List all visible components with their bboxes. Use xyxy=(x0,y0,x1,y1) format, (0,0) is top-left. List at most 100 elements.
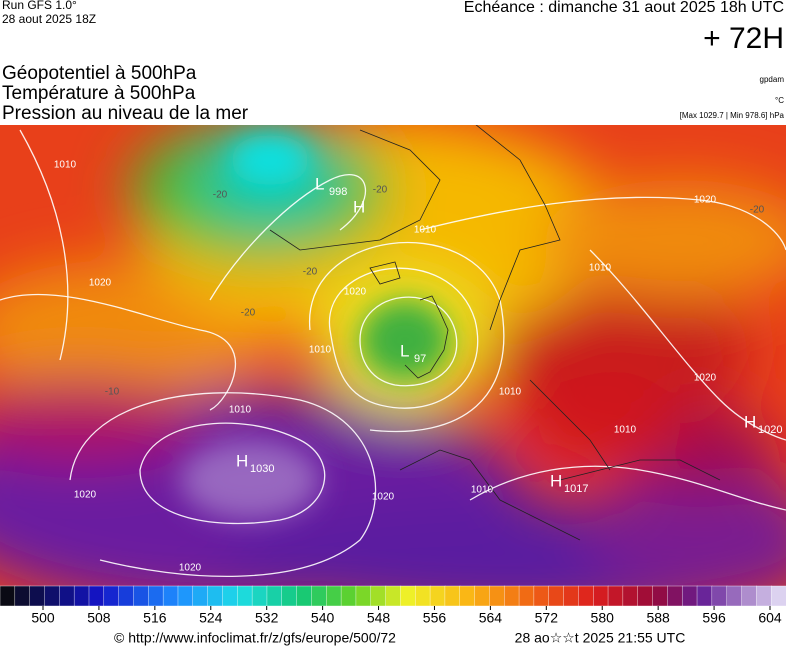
colorbar-swatch xyxy=(162,585,179,607)
colorbar-swatch xyxy=(607,585,624,607)
layer-title: Pression au niveau de la mer xyxy=(2,103,249,124)
colorbar-tick-label: 540 xyxy=(311,610,335,626)
isobar xyxy=(589,249,786,441)
colorbar-swatch xyxy=(681,585,698,607)
colorbar-tick-label: 588 xyxy=(646,610,670,626)
layer-title: Température à 500hPa xyxy=(2,83,196,104)
colorbar-swatch xyxy=(0,585,16,607)
colorbar-tick-label: 508 xyxy=(87,610,111,626)
colorbar-swatch xyxy=(148,585,164,607)
colorbar-swatch xyxy=(237,585,253,607)
isobar-label: 1010 xyxy=(309,345,332,356)
colorbar-swatch xyxy=(518,585,535,607)
isobar xyxy=(309,241,505,433)
isobar-label: 1020 xyxy=(74,490,97,501)
colorbar-swatch xyxy=(118,585,135,607)
isobar-label: 1020 xyxy=(694,373,717,384)
colorbar-swatch xyxy=(326,585,342,607)
isobar xyxy=(139,422,326,525)
temp-label: -20 xyxy=(303,267,318,278)
colorbar-swatch xyxy=(429,585,446,607)
run-date: 28 aout 2025 18Z xyxy=(2,12,96,26)
center-value: 1017 xyxy=(564,483,588,495)
center-value: 1020 xyxy=(758,424,782,436)
isobar-label: 1010 xyxy=(54,160,77,171)
center-kind: H xyxy=(353,197,365,216)
colorbar-swatch xyxy=(355,585,372,607)
colorbar-swatch xyxy=(192,585,209,607)
colorbar-swatch xyxy=(726,585,743,607)
temp-label: -20 xyxy=(241,308,256,319)
colorbar-swatch xyxy=(711,585,728,607)
colorbar-swatch xyxy=(103,585,120,607)
temp-label: -20 xyxy=(373,185,388,196)
colorbar-swatch xyxy=(474,585,491,607)
layer-title: Géopotentiel à 500hPa xyxy=(2,63,197,84)
colorbar-swatch xyxy=(504,585,520,607)
colorbar-swatch xyxy=(296,585,313,607)
unit: [Max 1029.7 | Min 978.6] hPa xyxy=(680,111,785,120)
map xyxy=(0,125,786,586)
isobar xyxy=(209,174,367,301)
colorbar-swatch xyxy=(548,585,565,607)
unit: °C xyxy=(775,96,784,105)
colorbar-swatch xyxy=(266,585,283,607)
colorbar-tick-label: 572 xyxy=(535,610,559,626)
colorbar-swatch xyxy=(14,585,31,607)
coastline xyxy=(269,129,441,285)
isobar xyxy=(469,465,786,511)
coastline xyxy=(399,125,721,541)
colorbar-swatch xyxy=(88,585,105,607)
isobar xyxy=(359,296,458,387)
unit: gpdam xyxy=(760,75,785,84)
colorbar-swatch xyxy=(222,585,238,607)
colorbar-swatch xyxy=(251,585,268,607)
isobar xyxy=(69,392,377,578)
center-value: 998 xyxy=(329,186,347,198)
isobar-label: 1010 xyxy=(414,225,437,236)
colorbar-swatch xyxy=(59,585,75,607)
colorbar-swatch xyxy=(741,585,758,607)
colorbar-swatch xyxy=(563,585,580,607)
colorbar-swatch xyxy=(340,585,357,607)
isobar-label: 1010 xyxy=(589,263,612,274)
colorbar-swatch xyxy=(370,585,387,607)
colorbar-swatch xyxy=(44,585,61,607)
colorbar-tick-label: 500 xyxy=(31,610,55,626)
colorbar-swatch xyxy=(637,585,654,607)
isobar-label: 1020 xyxy=(694,195,717,206)
colorbar-swatch xyxy=(756,585,772,607)
temp-label: -20 xyxy=(750,205,765,216)
isobar xyxy=(419,196,786,251)
colorbar-tick-label: 548 xyxy=(367,610,391,626)
center-kind: H xyxy=(744,412,756,431)
isobar xyxy=(328,267,479,409)
colorbar-swatch xyxy=(489,585,505,607)
colorbar-swatch xyxy=(207,585,224,607)
colorbar-swatch xyxy=(385,585,402,607)
isobar xyxy=(0,293,237,411)
colorbar-tick-label: 604 xyxy=(758,610,782,626)
lead-time: + 72H xyxy=(703,22,784,55)
isobar-label: 1020 xyxy=(372,492,395,503)
valid-time: Echéance : dimanche 31 aout 2025 18h UTC xyxy=(464,0,784,16)
colorbar-swatch xyxy=(415,585,431,607)
center-value: 97 xyxy=(414,353,426,365)
colorbar-tick-label: 516 xyxy=(143,610,167,626)
colorbar-tick-label: 524 xyxy=(199,610,223,626)
colorbar: 500 508 516 524 532 540 548 556 564 572 580 588 596 6… xyxy=(0,585,786,626)
generated: 28 ao☆☆t 2025 21:55 UTC xyxy=(515,630,686,646)
temp-label: -10 xyxy=(105,387,120,398)
colorbar-tick-label: 556 xyxy=(423,610,447,626)
isobar-label: 1020 xyxy=(89,278,112,289)
colorbar-swatch xyxy=(444,585,461,607)
colorbar-swatch xyxy=(281,585,298,607)
colorbar-swatch xyxy=(770,585,786,607)
colorbar-swatch xyxy=(652,585,669,607)
isobar-label: 1010 xyxy=(499,387,522,398)
run: Run GFS 1.0° xyxy=(2,0,77,12)
colorbar-tick-label: 564 xyxy=(479,610,503,626)
center-kind: H xyxy=(236,451,248,470)
